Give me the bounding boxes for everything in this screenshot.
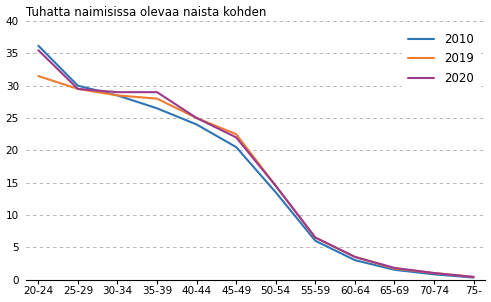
2019 [431,271,437,275]
2010 [471,276,477,279]
2020 [352,255,358,259]
2020 [114,90,120,94]
2010 [75,84,81,88]
2020 [193,116,199,120]
2019 [471,275,477,279]
2010 [35,44,41,47]
2020 [471,275,477,279]
2010 [391,268,397,271]
2020 [75,87,81,91]
Line: 2010: 2010 [38,46,474,278]
2010 [114,94,120,97]
2019 [35,74,41,78]
2020 [391,266,397,270]
2010 [431,272,437,276]
Line: 2020: 2020 [38,50,474,277]
2020 [312,236,318,239]
2010 [352,258,358,262]
2019 [391,267,397,270]
Line: 2019: 2019 [38,76,474,277]
2020 [273,184,279,188]
2020 [431,271,437,275]
2020 [154,90,160,94]
2020 [233,136,239,139]
2019 [75,87,81,91]
2010 [154,107,160,110]
2020 [35,48,41,52]
2019 [352,255,358,259]
2019 [154,97,160,101]
2010 [193,123,199,126]
Text: Tuhatta naimisissa olevaa naista kohden: Tuhatta naimisissa olevaa naista kohden [27,5,267,18]
2010 [273,191,279,194]
Legend: 2010, 2019, 2020: 2010, 2019, 2020 [403,27,480,91]
2010 [233,145,239,149]
2019 [193,116,199,120]
2010 [312,239,318,243]
2019 [273,184,279,188]
2019 [233,132,239,136]
2019 [312,236,318,239]
2019 [114,94,120,97]
